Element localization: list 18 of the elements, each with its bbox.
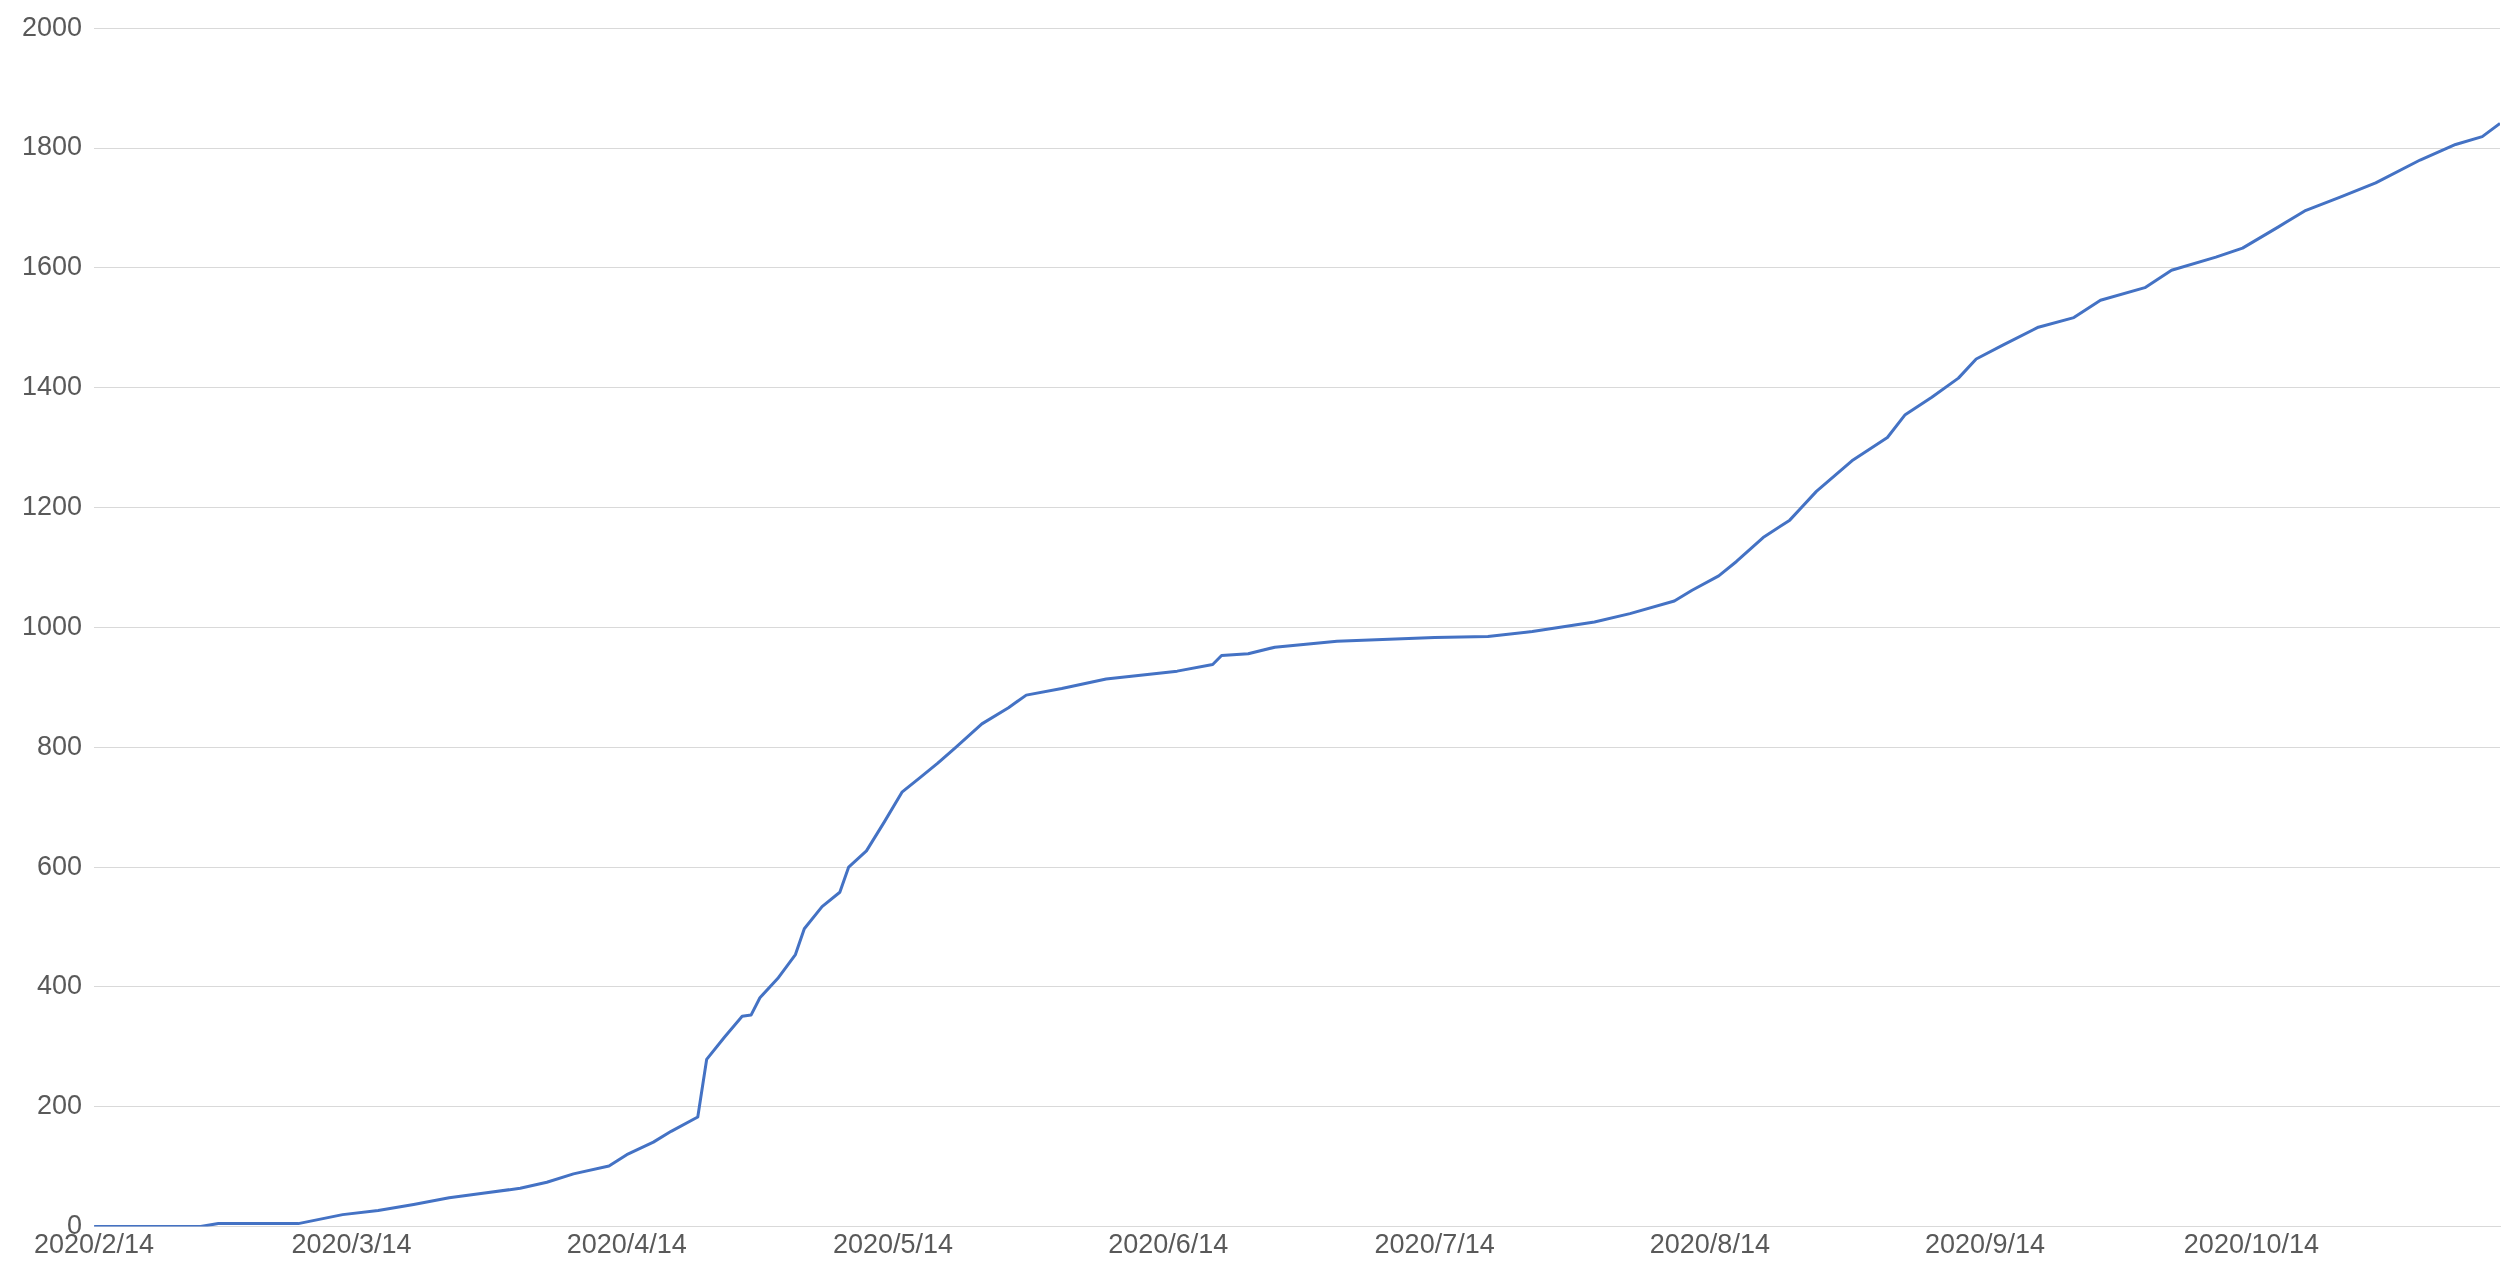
x-tick-label: 2020/9/14 xyxy=(1925,1229,2046,1260)
x-tick-label: 2020/5/14 xyxy=(833,1229,954,1260)
y-tick-label: 200 xyxy=(37,1090,83,1121)
x-tick-label: 2020/10/14 xyxy=(2183,1229,2319,1260)
y-tick-label: 1000 xyxy=(21,610,83,641)
y-tick-label: 1400 xyxy=(21,371,83,402)
x-tick-label: 2020/4/14 xyxy=(566,1229,687,1260)
y-tick-label: 1600 xyxy=(21,251,83,282)
y-tick-label: 1200 xyxy=(21,491,83,522)
x-tick-label: 2020/8/14 xyxy=(1649,1229,1770,1260)
y-tick-label: 800 xyxy=(37,730,83,761)
y-tick-label: 400 xyxy=(37,970,83,1001)
x-tick-label: 2020/6/14 xyxy=(1108,1229,1229,1260)
x-tick-label: 2020/3/14 xyxy=(291,1229,412,1260)
y-tick-label: 600 xyxy=(37,850,83,881)
y-tick-label: 1800 xyxy=(21,131,83,162)
x-tick-label: 2020/7/14 xyxy=(1374,1229,1495,1260)
y-tick-label: 2000 xyxy=(21,11,83,42)
